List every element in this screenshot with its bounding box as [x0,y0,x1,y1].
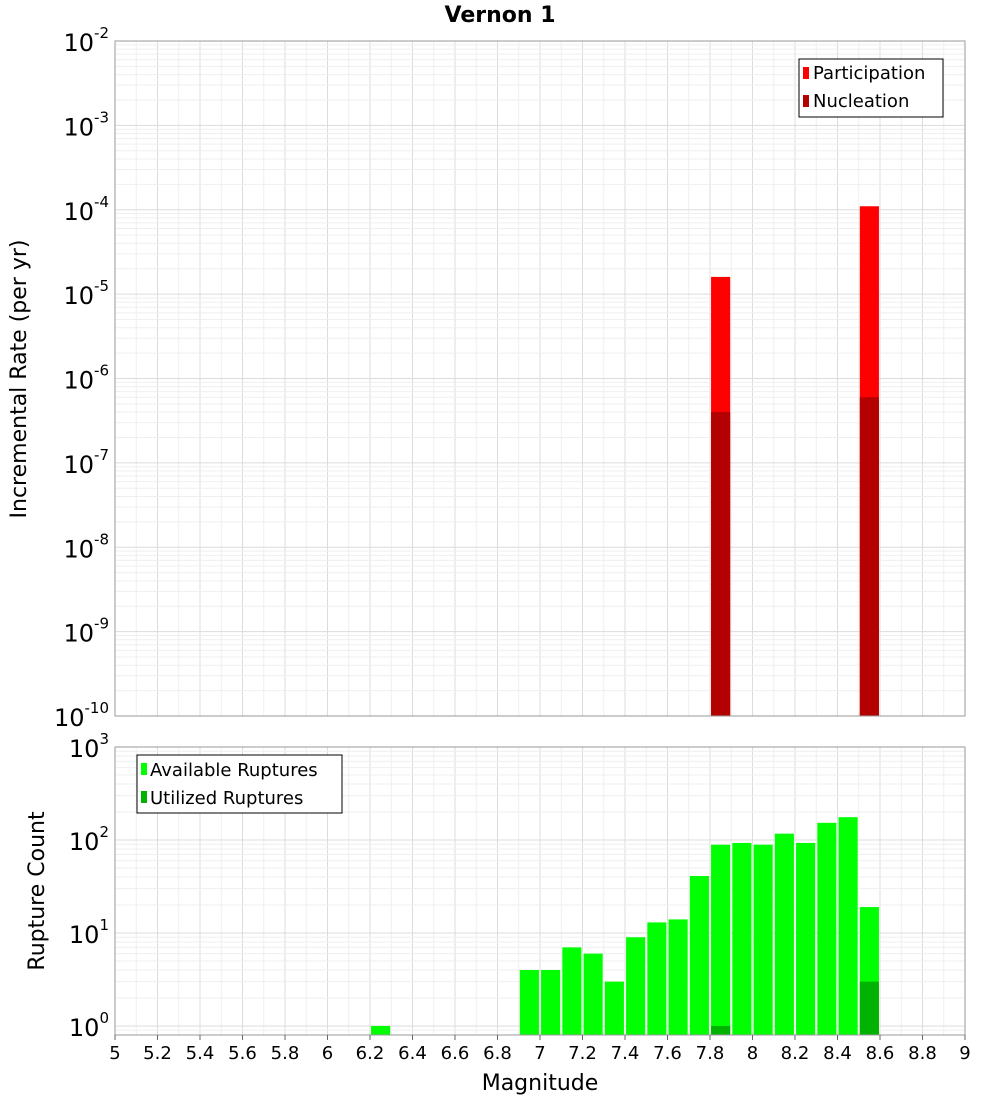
utilized-ruptures-bar [859,981,879,1035]
legend-swatch-nucleation [803,95,809,107]
legend-label-utilized: Utilized Ruptures [150,788,303,809]
nucleation-bar [859,397,879,716]
legend-label-nucleation: Nucleation [813,91,909,112]
count-legend: Available Ruptures Utilized Ruptures [136,754,343,814]
chart-title: Vernon 1 [445,3,556,28]
nucleation-bar [711,412,731,716]
y-tick-label: 102 [69,823,109,856]
available-ruptures-bar [817,822,837,1035]
available-ruptures-bar [583,953,603,1035]
x-tick-label: 7 [534,1043,545,1064]
y-tick-label: 10-7 [63,446,109,479]
y-tick-label: 100 [69,1009,109,1042]
available-ruptures-bar [647,922,667,1035]
x-tick-label: 8.8 [908,1043,937,1064]
available-ruptures-bar [796,842,816,1035]
y-tick-label: 10-2 [63,24,109,57]
x-tick-label: 8.2 [781,1043,810,1064]
x-tick-label: 8.6 [866,1043,895,1064]
x-tick-label: 6.2 [356,1043,385,1064]
available-ruptures-bar [519,969,539,1035]
count-y-ticks: 103 102 101 100 [69,730,109,1042]
available-ruptures-bar [626,937,646,1035]
available-ruptures-bar [668,919,688,1035]
x-tick-label: 5.6 [228,1043,257,1064]
x-tick-label: 6 [322,1043,333,1064]
x-tick-label: 7.4 [611,1043,640,1064]
legend-label-available: Available Ruptures [150,760,318,781]
rate-plot-border [114,40,966,717]
available-ruptures-bar [838,817,858,1035]
rate-gridlines [114,40,966,717]
count-bars [371,817,879,1035]
x-tick-label: 5.8 [271,1043,300,1064]
y-tick-label: 10-4 [63,193,109,226]
x-tick-label: 7.8 [696,1043,725,1064]
legend-swatch-available [141,763,147,775]
x-tick-label: 9 [959,1043,970,1064]
available-ruptures-bar [732,842,752,1035]
y-tick-label: 10-8 [63,530,109,563]
count-y-axis-label: Rupture Count [25,811,50,971]
rate-y-ticks: 10-2 10-3 10-4 10-5 10-6 10-7 10-8 10-9 10-10 [54,24,109,732]
rate-legend-box [798,58,944,118]
y-tick-label: 10-9 [63,615,109,648]
x-tick-label: 5.2 [143,1043,172,1064]
x-axis-ticks: 5 5.2 5.4 5.6 5.8 6 6.2 6.4 6.6 6.8 7 7.2 7.4 7.6 7.8 8… [109,1035,971,1064]
x-axis-label: Magnitude [482,1071,599,1096]
x-tick-label: 8.4 [823,1043,852,1064]
legend-swatch-participation [803,67,809,79]
utilized-ruptures-bar [711,1025,731,1035]
available-ruptures-bar [562,947,582,1035]
available-ruptures-bar [541,969,561,1035]
rate-panel: 10-2 10-3 10-4 10-5 10-6 10-7 10-8 10-9 10-10 In… [7,24,966,732]
x-tick-label: 5.4 [186,1043,215,1064]
x-tick-label: 6.4 [398,1043,427,1064]
y-tick-label: 10-6 [63,362,109,395]
y-tick-label: 10-10 [54,699,109,732]
available-ruptures-bar [689,876,709,1035]
rate-bars [711,206,879,716]
x-tick-label: 6.6 [441,1043,470,1064]
x-tick-label: 5 [109,1043,120,1064]
y-tick-label: 10-5 [63,277,109,310]
y-tick-label: 101 [69,916,109,949]
count-panel: 103 102 101 100 5 5.2 5.4 5.6 5.8 6 6.2 6.4 6.6 6.8 7… [25,730,971,1096]
rate-legend: Participation Nucleation [798,58,944,118]
x-tick-label: 8 [747,1043,758,1064]
legend-label-participation: Participation [813,63,925,84]
x-tick-label: 7.2 [568,1043,597,1064]
rate-y-axis-label: Incremental Rate (per yr) [7,240,32,519]
available-ruptures-bar [711,844,731,1035]
available-ruptures-bar [371,1025,391,1035]
available-ruptures-bar [774,833,794,1035]
available-ruptures-bar [753,844,773,1035]
available-ruptures-bar [604,981,624,1035]
legend-swatch-utilized [141,791,147,803]
y-tick-label: 10-3 [63,108,109,141]
y-tick-label: 103 [69,730,109,763]
x-tick-label: 7.6 [653,1043,682,1064]
x-tick-label: 6.8 [483,1043,512,1064]
count-legend-box [136,754,343,814]
